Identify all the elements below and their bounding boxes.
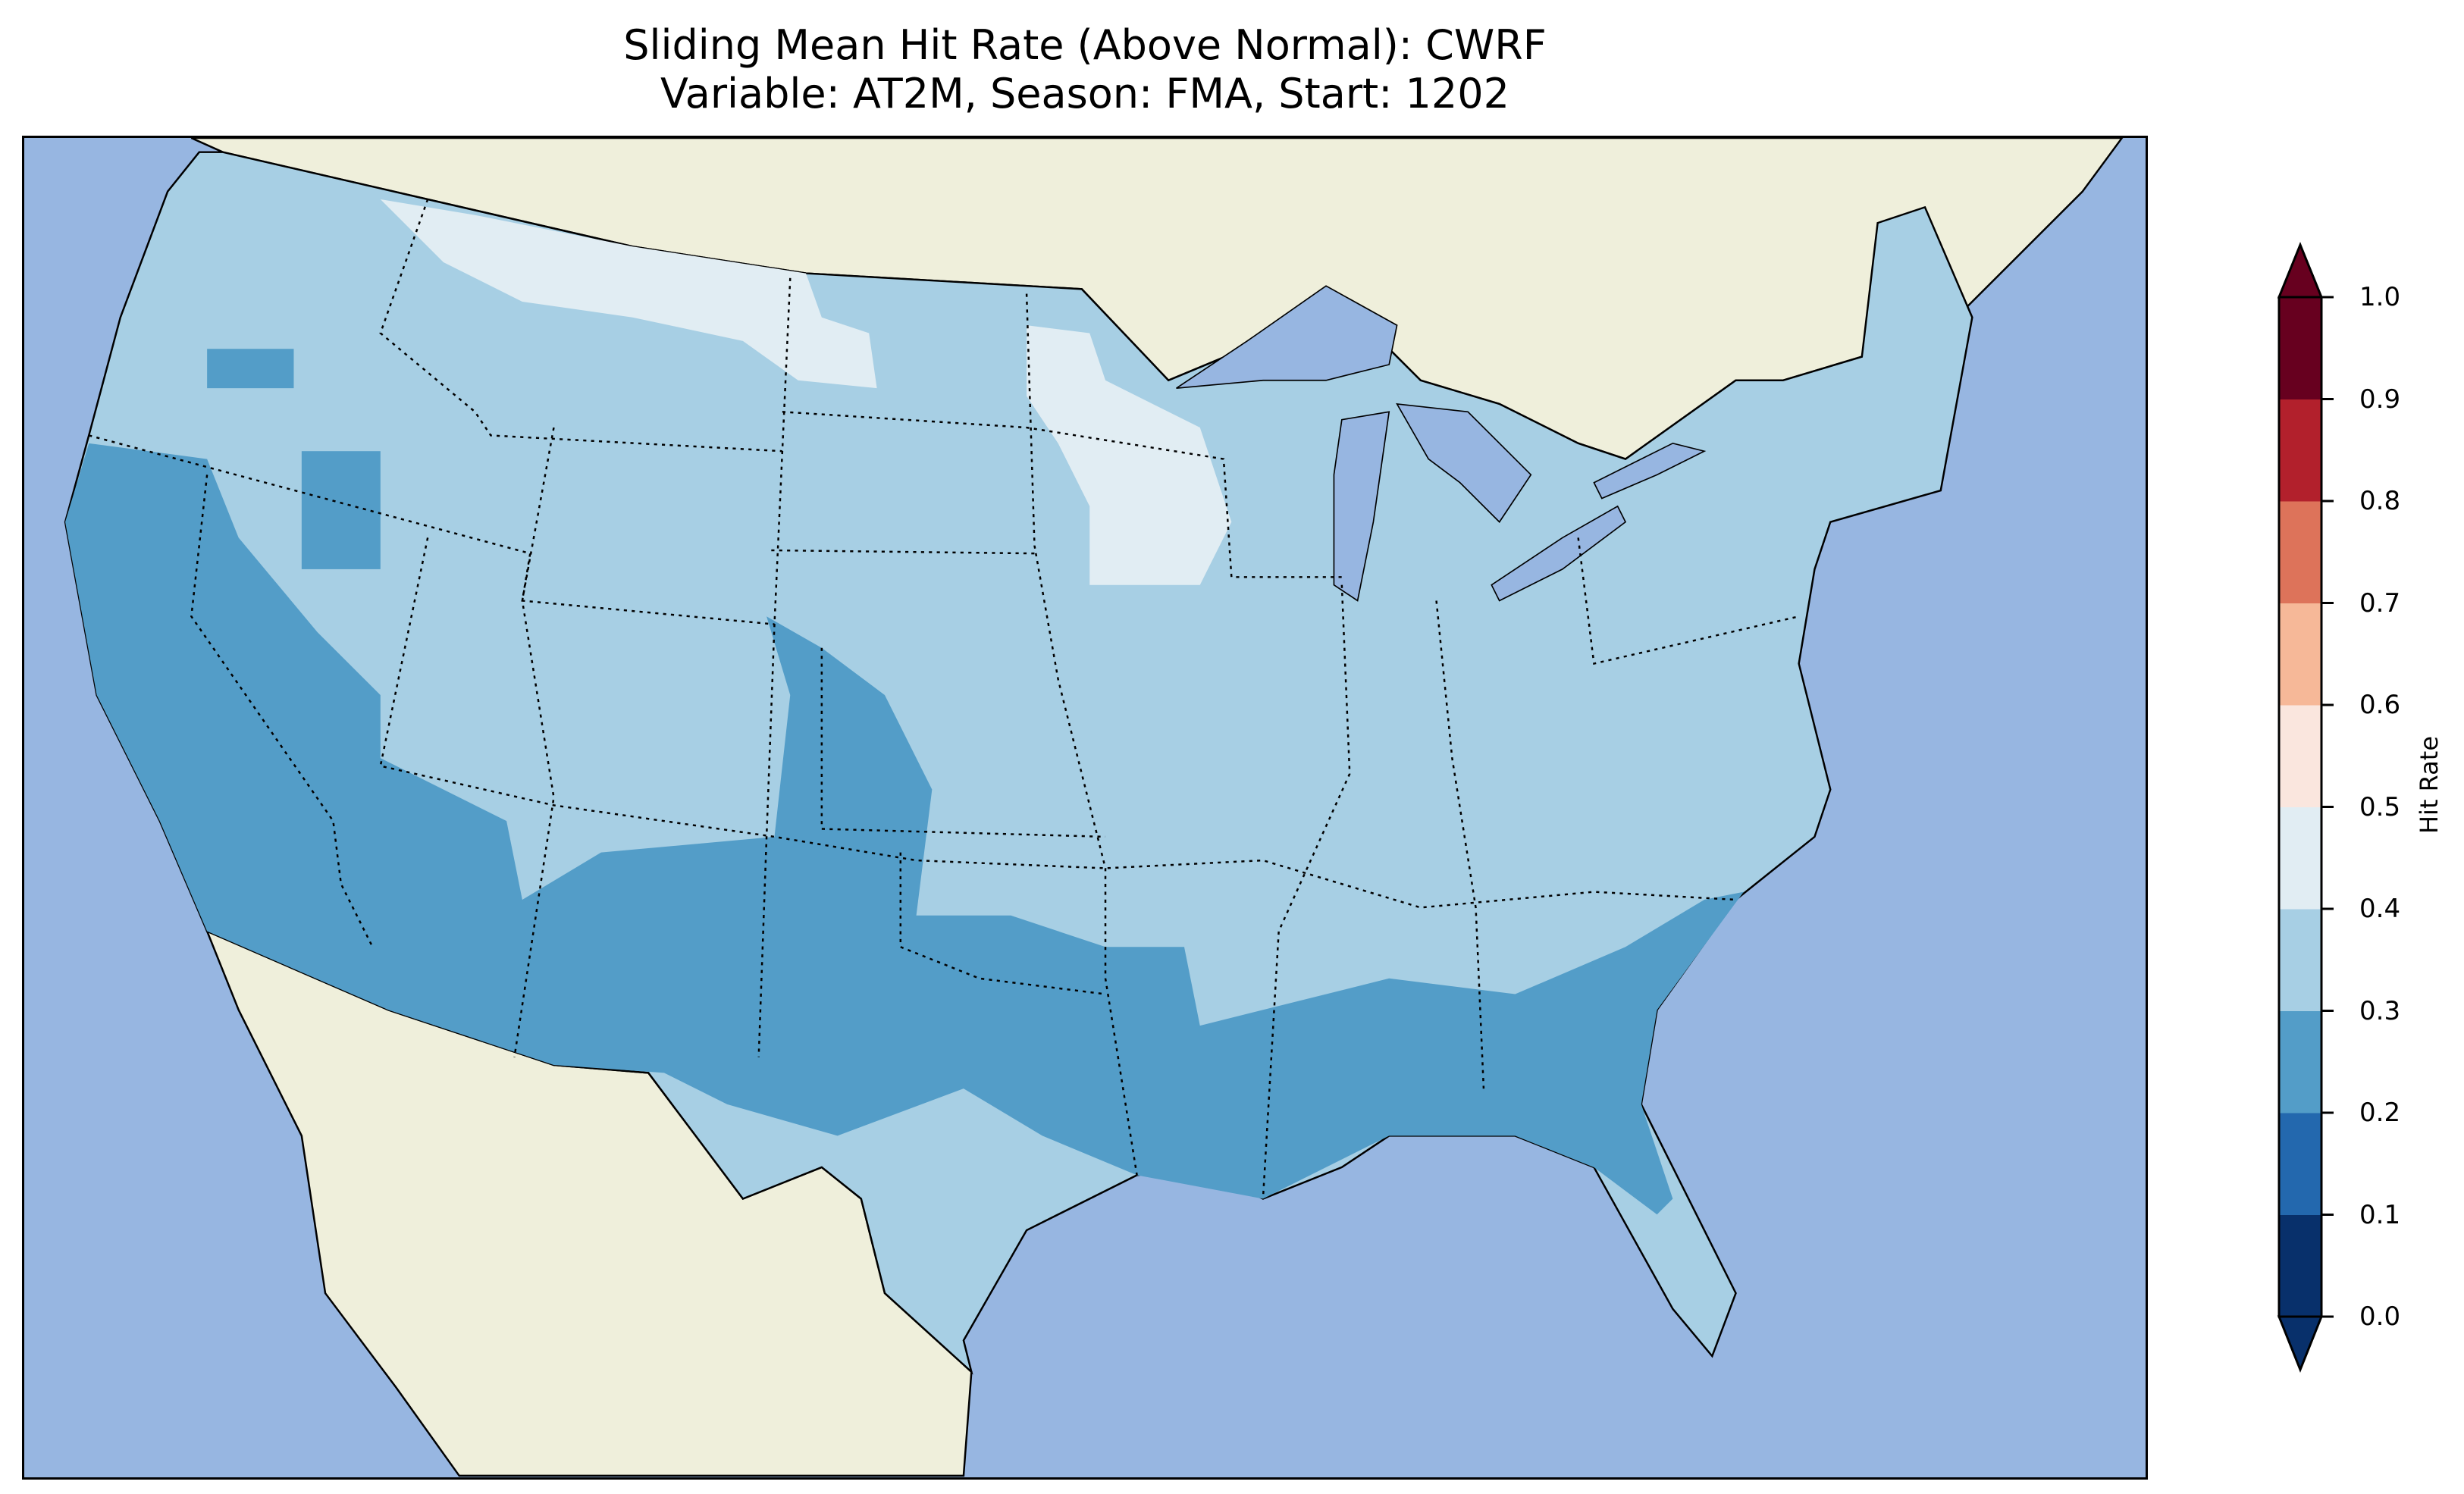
- colorbar-tick-label: 0.9: [2359, 384, 2401, 415]
- colorbar-over-triangle: [2277, 242, 2324, 299]
- state-borders: [88, 199, 1799, 1199]
- colorbar-bin: [2279, 399, 2321, 502]
- colorbar-tick-label: 1.0: [2359, 282, 2401, 312]
- lake-ontario: [1593, 442, 1707, 500]
- map-panel: [22, 136, 2148, 1480]
- colorbar-tick-label: 0.4: [2359, 894, 2401, 924]
- colorbar-bin: [2279, 297, 2321, 399]
- title-line-1: Sliding Mean Hit Rate (Above Normal): CW…: [623, 21, 1547, 69]
- colorbar-bin: [2279, 807, 2321, 910]
- usa-region-0.2-0.3-south: [65, 443, 1744, 1215]
- colorbar-tick-label: 0.3: [2359, 995, 2401, 1026]
- colorbar-bin: [2279, 1010, 2321, 1113]
- colorbar-bin: [2279, 909, 2321, 1011]
- colorbar-under-triangle: [2277, 1315, 2324, 1373]
- usa-region-0.4-0.5-north: [380, 199, 877, 389]
- great-lakes: [1176, 285, 1707, 602]
- usa-region-0.2-0.3-idaho: [301, 451, 381, 569]
- colorbar-tick-label: 0.1: [2359, 1199, 2401, 1230]
- colorbar: [2277, 242, 2334, 1373]
- colorbar-tick-label: 0.7: [2359, 587, 2401, 619]
- colorbar-bin: [2279, 1214, 2321, 1317]
- colorbar-tick-label: 0.0: [2359, 1301, 2401, 1332]
- title-line-2: Variable: AT2M, Season: FMA, Start: 1202: [660, 70, 1509, 117]
- lake-michigan: [1333, 411, 1390, 602]
- colorbar-tick-label: 0.6: [2359, 690, 2401, 720]
- colorbar-tick-label: 0.5: [2359, 791, 2401, 822]
- colorbar-bin: [2279, 501, 2321, 603]
- lake-superior: [1176, 285, 1398, 389]
- chart-title: Sliding Mean Hit Rate (Above Normal): CW…: [0, 21, 2170, 118]
- colorbar-bin: [2279, 705, 2321, 807]
- lake-erie: [1491, 505, 1627, 602]
- colorbar-label: Hit Rate: [2415, 735, 2444, 834]
- colorbar-tick-label: 0.2: [2359, 1098, 2401, 1128]
- usa-region-0.2-0.3-oregon: [207, 349, 294, 389]
- usa-region-0.4-0.5-minnesota: [1027, 325, 1232, 585]
- colorbar-bin: [2279, 603, 2321, 706]
- lake-huron: [1396, 402, 1532, 523]
- colorbar-bin: [2279, 1113, 2321, 1215]
- colorbar-tick-label: 0.8: [2359, 486, 2401, 516]
